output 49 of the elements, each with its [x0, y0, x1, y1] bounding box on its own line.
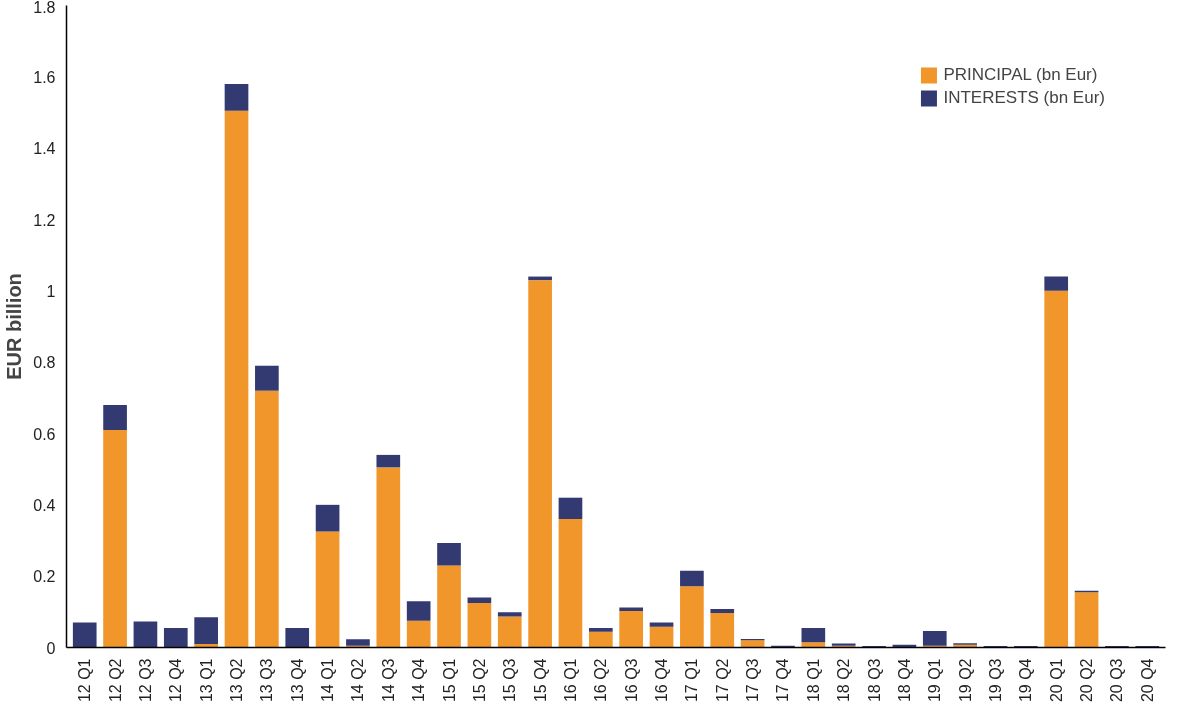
y-tick-label: 0.4 — [33, 496, 56, 514]
x-tick-label: 20 Q4 — [1138, 658, 1156, 703]
x-tick-label: 17 Q1 — [683, 658, 701, 703]
y-tick-label: 0.6 — [33, 425, 56, 443]
x-tick-label: 19 Q3 — [986, 658, 1004, 703]
x-tick-label: 12 Q1 — [76, 658, 94, 703]
y-tick-label: 1.4 — [33, 140, 56, 158]
x-tick-label: 14 Q3 — [379, 658, 397, 703]
x-tick-label: 16 Q3 — [622, 658, 640, 703]
x-tick-label: 20 Q3 — [1108, 658, 1126, 703]
y-tick-label: 1.6 — [33, 68, 56, 86]
y-axis-title: EUR billion — [3, 273, 26, 380]
x-tick-label: 12 Q3 — [136, 658, 154, 703]
x-tick-label: 19 Q4 — [1017, 658, 1035, 703]
y-tick-label: 0.2 — [33, 568, 56, 586]
x-tick-label: 16 Q2 — [592, 658, 610, 703]
x-tick-label: 16 Q1 — [561, 658, 579, 703]
x-tick-label: 18 Q4 — [895, 658, 913, 703]
y-tick-label: 1.8 — [33, 0, 56, 16]
x-tick-label: 14 Q4 — [410, 658, 428, 703]
x-tick-label: 18 Q2 — [835, 658, 853, 703]
x-tick-label: 15 Q4 — [531, 658, 549, 703]
x-tick-label: 18 Q3 — [865, 658, 883, 703]
x-tick-label: 17 Q3 — [744, 658, 762, 703]
legend-label: INTERESTS (bn Eur) — [943, 88, 1105, 108]
x-tick-label: 18 Q1 — [804, 658, 822, 703]
y-tick-label: 1.2 — [33, 211, 56, 229]
x-tick-label: 12 Q4 — [167, 658, 185, 703]
legend-label: PRINCIPAL (bn Eur) — [943, 65, 1098, 85]
x-tick-label: 20 Q1 — [1047, 658, 1065, 703]
x-tick-label: 19 Q2 — [956, 658, 974, 703]
x-tick-label: 15 Q3 — [501, 658, 519, 703]
x-tick-label: 16 Q4 — [653, 658, 671, 703]
x-tick-label: 19 Q1 — [926, 658, 944, 703]
x-tick-label: 13 Q1 — [197, 658, 215, 703]
y-tick-label: 1 — [46, 282, 56, 300]
x-tick-label: 15 Q1 — [440, 658, 458, 703]
y-tick-label: 0.8 — [33, 354, 56, 372]
x-tick-label: 13 Q4 — [288, 658, 306, 703]
x-tick-label: 17 Q2 — [713, 658, 731, 703]
x-tick-label: 17 Q4 — [774, 658, 792, 703]
x-tick-label: 12 Q2 — [106, 658, 124, 703]
x-tick-label: 13 Q2 — [228, 658, 246, 703]
x-tick-label: 20 Q2 — [1078, 658, 1096, 703]
x-tick-label: 14 Q2 — [349, 658, 367, 703]
x-tick-label: 13 Q3 — [258, 658, 276, 703]
y-tick-label: 0 — [46, 639, 56, 657]
x-tick-label: 15 Q2 — [470, 658, 488, 703]
x-tick-label: 14 Q1 — [319, 658, 337, 703]
